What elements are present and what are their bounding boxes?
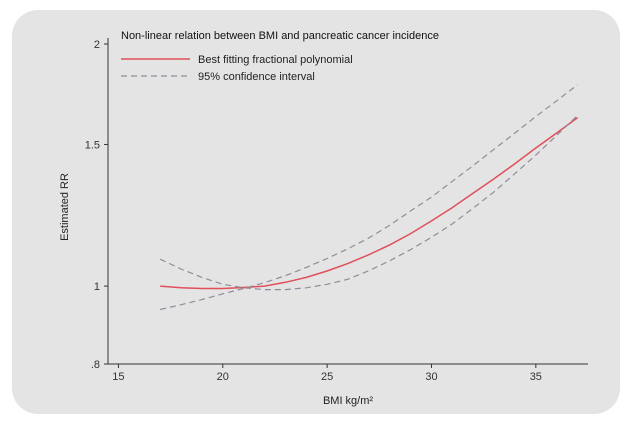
- y-tick-label: 2: [94, 39, 100, 51]
- series-line-ci-upper: [159, 114, 579, 291]
- x-tick-label: 15: [112, 371, 124, 383]
- x-tick-label: 25: [321, 371, 333, 383]
- x-tick-label: 35: [530, 371, 542, 383]
- series-line-ci-lower: [160, 84, 578, 311]
- series-line-fitted: [160, 116, 579, 290]
- chart-card: [12, 10, 620, 414]
- legend: Best fitting fractional polynomial 95% co…: [121, 54, 353, 83]
- y-tick-label: 1.5: [85, 139, 100, 151]
- x-tick-label: 20: [217, 371, 229, 383]
- axes: 15 20 25 30 35 .8 1 1.5 2: [85, 38, 588, 383]
- x-axis-title: BMI kg/m²: [323, 395, 373, 407]
- y-axis-title: Estimated RR: [59, 173, 71, 241]
- x-tick-label: 30: [425, 371, 437, 383]
- legend-label: Best fitting fractional polynomial: [198, 54, 353, 66]
- legend-label: 95% confidence interval: [198, 71, 315, 83]
- y-tick-label: 1: [94, 281, 100, 293]
- y-tick-label: .8: [91, 359, 100, 371]
- plot-area: [159, 84, 579, 311]
- chart-title: Non-linear relation between BMI and panc…: [121, 30, 439, 42]
